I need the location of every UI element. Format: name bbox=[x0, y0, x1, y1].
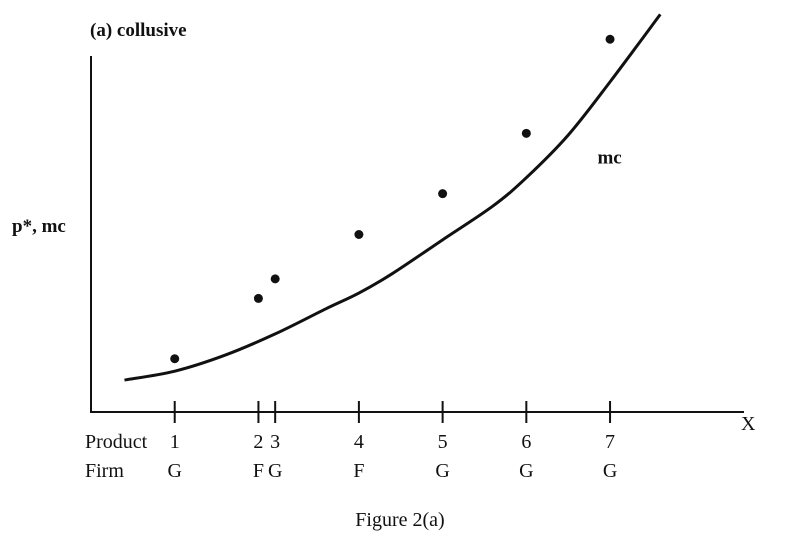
firm-label-4: F bbox=[353, 460, 364, 482]
firm-label-6: G bbox=[519, 460, 533, 482]
price-point-5 bbox=[438, 189, 448, 199]
y-axis-label: p*, mc bbox=[12, 216, 66, 237]
product-label-7: 7 bbox=[605, 431, 615, 453]
product-row-label: Product bbox=[85, 431, 148, 453]
mc-curve bbox=[124, 13, 662, 382]
price-point-1 bbox=[170, 354, 180, 364]
product-label-6: 6 bbox=[521, 431, 531, 453]
firm-label-3: G bbox=[268, 460, 282, 482]
price-points bbox=[170, 34, 615, 364]
price-point-6 bbox=[521, 128, 531, 138]
product-label-5: 5 bbox=[438, 431, 448, 453]
product-label-1: 1 bbox=[170, 431, 180, 453]
firm-label-7: G bbox=[603, 460, 617, 482]
price-point-2 bbox=[253, 293, 263, 303]
product-label-3: 3 bbox=[270, 431, 280, 453]
product-label-2: 2 bbox=[253, 431, 263, 453]
firm-row-label: Firm bbox=[85, 460, 124, 482]
firm-label-5: G bbox=[435, 460, 449, 482]
x-ticks bbox=[173, 401, 612, 423]
figure-caption: Figure 2(a) bbox=[355, 509, 444, 531]
firm-label-1: G bbox=[167, 460, 181, 482]
x-axis-label: X bbox=[741, 413, 756, 435]
price-point-4 bbox=[354, 230, 364, 239]
chart-title: (a) collusive bbox=[90, 20, 187, 41]
mc-curve-group: mc bbox=[124, 13, 662, 382]
mc-curve-label: mc bbox=[597, 148, 621, 169]
firm-label-2: F bbox=[253, 460, 264, 482]
price-point-7 bbox=[605, 34, 615, 44]
product-label-4: 4 bbox=[354, 431, 364, 453]
price-point-3 bbox=[270, 274, 280, 284]
